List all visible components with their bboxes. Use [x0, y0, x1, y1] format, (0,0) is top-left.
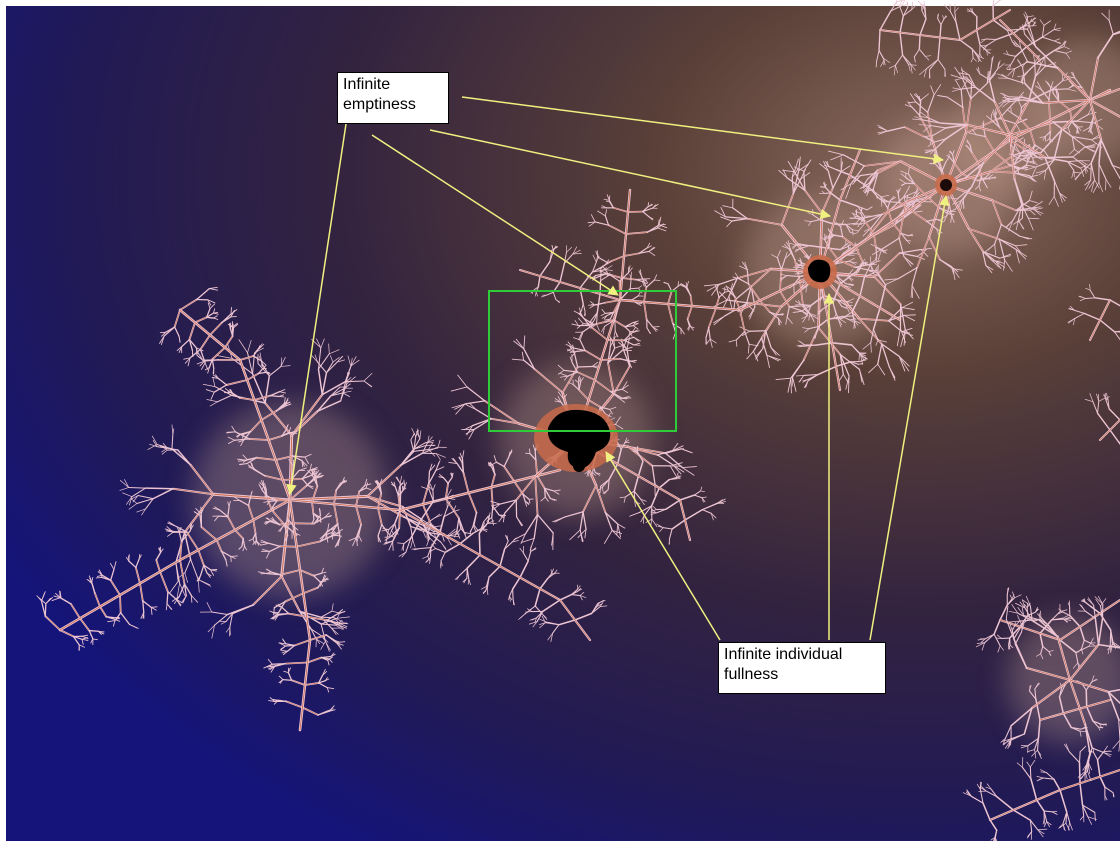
arrow-emptiness-2	[371, 134, 619, 296]
zoom-selection-box	[488, 290, 677, 432]
callout-fullness-line2: fullness	[724, 666, 779, 683]
arrow-fullness-1	[605, 451, 721, 641]
callout-emptiness-line1: Infinite	[343, 76, 391, 93]
callout-infinite-individual-fullness: Infinite individual fullness	[718, 642, 886, 694]
fullness-arrows	[605, 194, 950, 641]
minibrot-upper	[803, 255, 837, 289]
callout-infinite-emptiness: Infinite emptiness	[337, 72, 449, 124]
minibrot-main	[534, 404, 618, 472]
fractal-filaments	[36, 0, 1120, 841]
callout-fullness-line1: Infinite individual	[724, 646, 843, 663]
callout-emptiness-line2: emptiness	[343, 96, 416, 113]
minibrot-right	[935, 174, 957, 196]
emptiness-arrows	[286, 96, 945, 496]
arrow-emptiness-1	[286, 123, 347, 496]
arrow-fullness-3	[869, 194, 950, 641]
arrow-emptiness-4	[461, 96, 945, 164]
arrow-emptiness-3	[429, 129, 832, 220]
